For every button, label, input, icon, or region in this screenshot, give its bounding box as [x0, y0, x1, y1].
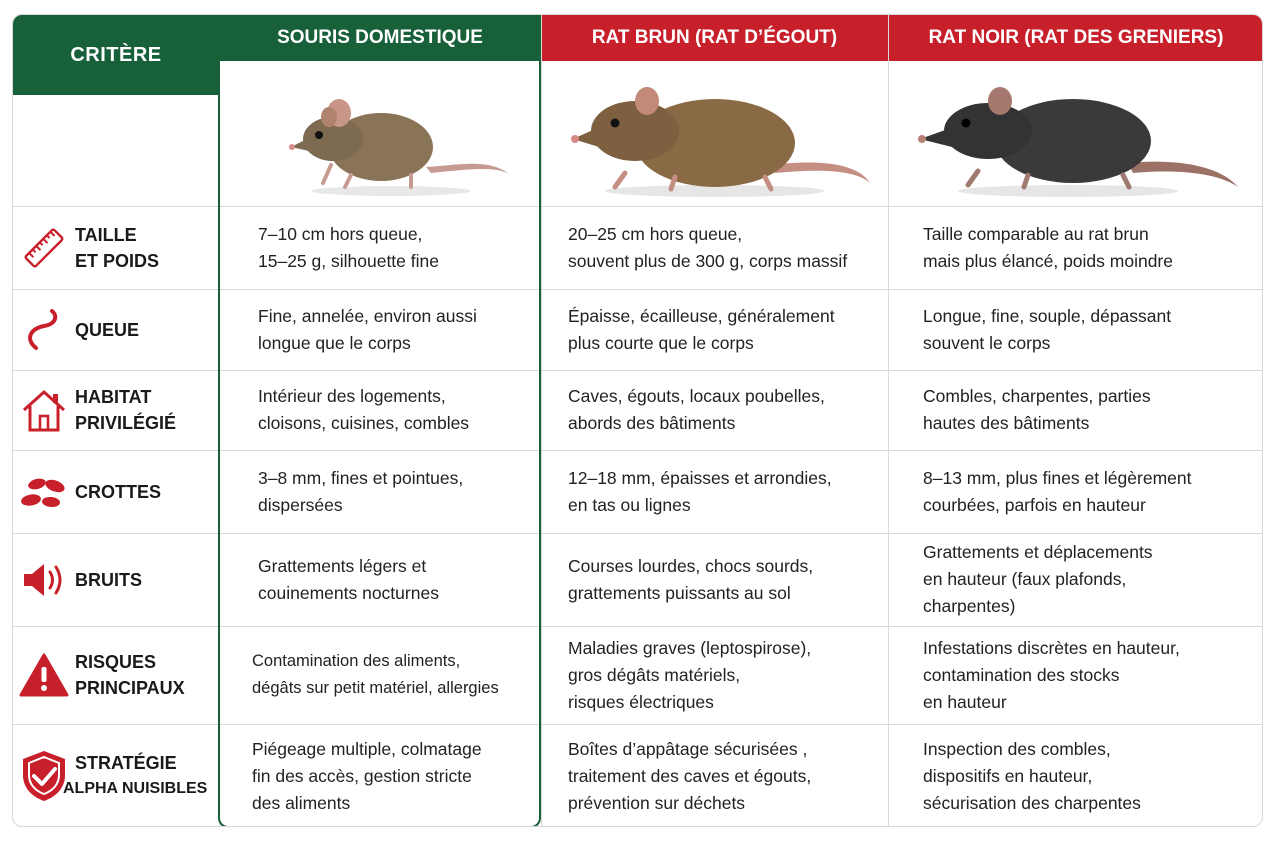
brown-rat-image	[571, 87, 870, 197]
criterion-risks: RISQUES PRINCIPAUX	[13, 626, 219, 724]
tail-icon	[13, 308, 75, 352]
column-divider	[219, 95, 220, 826]
cell-brown-risks: Maladies graves (leptospirose), gros dég…	[568, 637, 812, 712]
cell-black-size: Taille comparable au rat brun mais plus …	[923, 223, 1173, 271]
row-divider	[13, 206, 1262, 207]
criterion-size-weight: TAILLE ET POIDS	[13, 206, 219, 289]
column-divider	[541, 15, 542, 826]
column-divider	[888, 15, 889, 826]
criterion-tail: QUEUE	[13, 289, 219, 370]
cell-mouse-tail: Fine, annelée, environ aussi longue que …	[258, 305, 477, 353]
droppings-icon	[13, 472, 75, 512]
criterion-strategy: STRATÉGIE ALPHA NUISIBLES	[13, 724, 219, 826]
criterion-habitat: HABITAT PRIVILÉGIÉ	[13, 370, 219, 450]
shield-check-icon	[13, 749, 75, 803]
cell-mouse-habitat: Intérieur des logements, cloisons, cuisi…	[258, 386, 470, 433]
black-rat-image	[918, 87, 1238, 197]
criterion-label: STRATÉGIE ALPHA NUISIBLES	[63, 751, 207, 801]
cell-black-tail: Longue, fine, souple, dépassant souvent …	[923, 305, 1172, 353]
cell-mouse-noises: Grattements légers et couinements noctur…	[258, 555, 439, 603]
cell-brown-noises: Courses lourdes, chocs sourds, grattemen…	[568, 555, 814, 603]
cell-mouse-droppings: 3–8 mm, fines et pointues, dispersées	[258, 467, 464, 515]
row-divider	[13, 533, 1262, 534]
cell-brown-strategy: Boîtes d’appâtage sécurisées , traitemen…	[568, 738, 812, 813]
criterion-label: HABITAT PRIVILÉGIÉ	[75, 387, 177, 433]
criterion-label: TAILLE ET POIDS	[75, 224, 160, 271]
strategy-label: STRATÉGIE	[75, 753, 177, 773]
row-divider	[13, 289, 1262, 290]
ruler-icon	[13, 226, 75, 270]
house-mouse-image	[289, 99, 513, 196]
house-icon	[13, 386, 75, 434]
cell-brown-droppings: 12–18 mm, épaisses et arrondies, en tas …	[568, 467, 832, 515]
row-divider	[13, 626, 1262, 627]
cell-black-droppings: 8–13 mm, plus fines et légèrement courbé…	[923, 467, 1192, 515]
strategy-sublabel: ALPHA NUISIBLES	[63, 780, 208, 797]
cell-mouse-strategy: Piégeage multiple, colmatage fin des acc…	[252, 738, 482, 813]
header-black-rat: RAT NOIR (RAT DES GRENIERS)	[888, 15, 1262, 61]
criterion-label: QUEUE	[75, 319, 140, 340]
cell-brown-tail: Épaisse, écailleuse, généralement plus c…	[568, 305, 835, 353]
criterion-noises: BRUITS	[13, 533, 219, 626]
comparison-table: CRITÈRE SOURIS DOMESTIQUE RAT BRUN (RAT …	[12, 14, 1263, 827]
criterion-label: BRUITS	[75, 569, 142, 590]
cell-black-risks: Infestations discrètes en hauteur, conta…	[923, 637, 1180, 712]
cell-black-noises: Grattements et déplacements en hauteur (…	[923, 542, 1153, 616]
cell-black-habitat: Combles, charpentes, parties hautes des …	[923, 386, 1151, 433]
warning-icon	[13, 652, 75, 698]
criterion-label: RISQUES PRINCIPAUX	[75, 652, 185, 698]
cell-black-strategy: Inspection des combles, dispositifs en h…	[923, 738, 1141, 813]
header-brown-rat: RAT BRUN (RAT D’ÉGOUT)	[541, 15, 888, 61]
header-house-mouse: SOURIS DOMESTIQUE	[219, 15, 541, 61]
header-criterion: CRITÈRE	[13, 15, 219, 95]
cell-mouse-size: 7–10 cm hors queue, 15–25 g, silhouette …	[258, 223, 439, 271]
criterion-label: CROTTES	[75, 481, 162, 502]
row-divider	[13, 450, 1262, 451]
speaker-icon	[13, 560, 75, 600]
row-divider	[13, 370, 1262, 371]
cell-brown-habitat: Caves, égouts, locaux poubelles, abords …	[568, 386, 825, 433]
row-divider	[13, 724, 1262, 725]
cell-mouse-risks: Contamination des aliments, dégâts sur p…	[252, 652, 499, 697]
criterion-droppings: CROTTES	[13, 450, 219, 533]
cell-brown-size: 20–25 cm hors queue, souvent plus de 300…	[568, 223, 848, 271]
